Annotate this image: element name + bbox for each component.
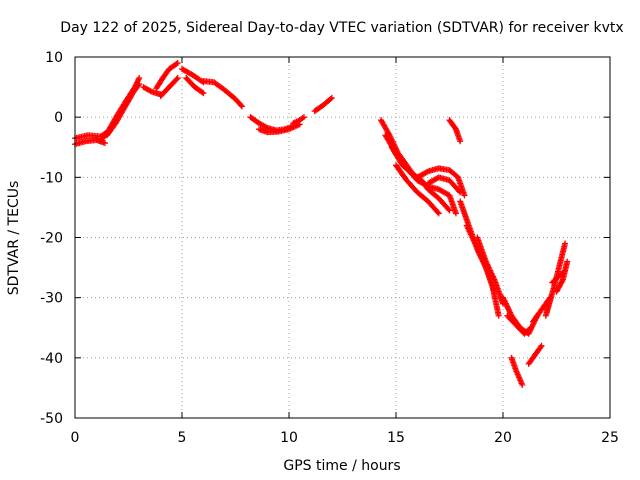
- y-tick-label: -30: [40, 291, 63, 307]
- data-point: [237, 102, 244, 109]
- data-point: [435, 210, 442, 217]
- data-points: [72, 60, 571, 388]
- y-tick-label: 10: [45, 50, 63, 66]
- x-tick-label: 5: [178, 430, 187, 446]
- data-point: [461, 192, 468, 199]
- data-point: [537, 344, 544, 351]
- data-point: [174, 75, 181, 82]
- data-point: [446, 207, 453, 214]
- data-point: [434, 209, 441, 216]
- data-point: [538, 342, 545, 349]
- x-tick-label: 10: [280, 430, 298, 446]
- data-point: [519, 381, 526, 388]
- x-tick-label: 20: [494, 430, 512, 446]
- data-point: [445, 206, 452, 213]
- data-point: [173, 60, 180, 67]
- data-point: [457, 138, 464, 145]
- data-point: [174, 60, 181, 67]
- data-point: [456, 188, 463, 195]
- data-point: [238, 103, 245, 110]
- x-tick-label: 0: [71, 430, 80, 446]
- y-tick-label: 0: [54, 110, 63, 126]
- data-point: [199, 89, 206, 96]
- data-point: [526, 325, 533, 332]
- x-axis-title: GPS time / hours: [283, 458, 400, 474]
- y-axis-title: SDTVAR / TECUs: [6, 181, 22, 296]
- y-tick-label: -10: [40, 170, 63, 186]
- data-point: [173, 76, 180, 83]
- data-point: [200, 90, 207, 97]
- data-point: [101, 140, 108, 147]
- data-point: [527, 324, 534, 331]
- data-point: [300, 114, 307, 121]
- data-point: [564, 258, 571, 265]
- axis-ticks: 0 5 10 15 20 25 -50 -40 -30 -20 -10 0 10: [40, 50, 619, 446]
- data-point: [136, 81, 143, 88]
- data-point: [495, 312, 502, 319]
- data-point: [135, 82, 142, 89]
- chart-title: Day 122 of 2025, Sidereal Day-to-day VTE…: [60, 20, 623, 36]
- data-point: [559, 277, 566, 284]
- data-point: [328, 94, 335, 101]
- data-point: [457, 189, 464, 196]
- data-point: [423, 169, 430, 176]
- x-tick-label: 15: [387, 430, 405, 446]
- y-tick-label: -40: [40, 351, 63, 367]
- data-point: [327, 95, 334, 102]
- grid-lines: [75, 57, 610, 418]
- data-point: [452, 210, 459, 217]
- x-tick-label: 25: [601, 430, 619, 446]
- y-tick-label: -20: [40, 231, 63, 247]
- y-tick-label: -50: [40, 411, 63, 427]
- data-point: [136, 75, 143, 82]
- data-point: [562, 240, 569, 247]
